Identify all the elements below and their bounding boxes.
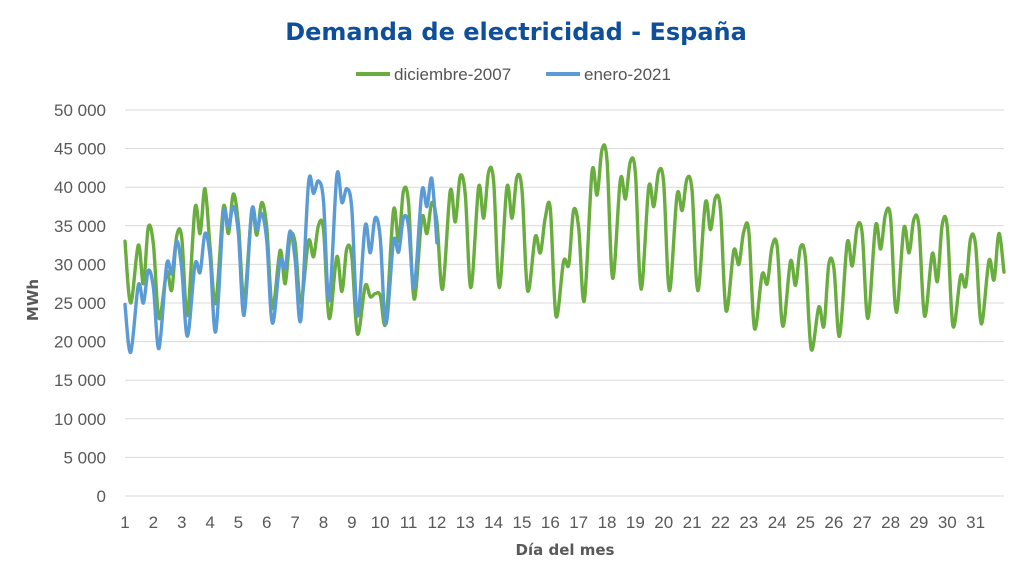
x-tick-label: 22	[711, 513, 730, 532]
x-tick-label: 13	[456, 513, 475, 532]
series-line-diciembre-2007	[123, 143, 1006, 352]
x-tick-label: 25	[796, 513, 815, 532]
x-tick-label: 17	[569, 513, 588, 532]
y-tick-label: 45 000	[54, 140, 106, 159]
y-tick-label: 20 000	[54, 333, 106, 352]
x-tick-label: 14	[484, 513, 503, 532]
x-tick-label: 15	[513, 513, 532, 532]
y-axis-ticks: 0 5 000 10 000 15 000 20 000 25 000 30 000 35 0…	[54, 101, 106, 506]
y-tick-label: 40 000	[54, 178, 106, 197]
series-lines	[123, 143, 1006, 355]
x-tick-label: 26	[824, 513, 843, 532]
x-tick-label: 20	[654, 513, 673, 532]
gridlines	[125, 109, 1004, 497]
y-tick-label: 10 000	[54, 410, 106, 429]
x-tick-label: 7	[290, 513, 299, 532]
x-tick-label: 29	[909, 513, 928, 532]
x-tick-label: 4	[205, 513, 214, 532]
legend: diciembre-2007 enero-2021	[356, 65, 671, 84]
y-tick-label: 15 000	[54, 371, 106, 390]
x-tick-label: 3	[177, 513, 186, 532]
x-tick-label: 28	[881, 513, 900, 532]
legend-label-enero-2021: enero-2021	[584, 65, 671, 84]
y-axis-title: MWh	[24, 279, 42, 321]
y-tick-label: 50 000	[54, 101, 106, 120]
x-tick-label: 23	[739, 513, 758, 532]
y-tick-label: 5 000	[63, 448, 106, 467]
y-tick-label: 25 000	[54, 294, 106, 313]
x-tick-label: 19	[626, 513, 645, 532]
x-tick-label: 21	[683, 513, 702, 532]
y-tick-label: 35 000	[54, 217, 106, 236]
legend-label-diciembre-2007: diciembre-2007	[394, 65, 511, 84]
x-tick-label: 8	[319, 513, 328, 532]
x-tick-label: 30	[938, 513, 957, 532]
chart-title: Demanda de electricidad - España	[285, 18, 747, 46]
x-axis-title: Día del mes	[516, 541, 615, 559]
x-tick-label: 31	[966, 513, 985, 532]
x-tick-label: 24	[768, 513, 787, 532]
y-tick-label: 30 000	[54, 255, 106, 274]
x-axis-ticks: 1 2 3 4 5 6 7 8 9 10 11 12 13 14 15 16 17 18 19 20 21 22 23 24 2…	[120, 513, 985, 532]
x-tick-label: 6	[262, 513, 271, 532]
x-tick-label: 27	[853, 513, 872, 532]
x-tick-label: 9	[347, 513, 356, 532]
x-tick-label: 18	[598, 513, 617, 532]
x-tick-label: 1	[120, 513, 129, 532]
x-tick-label: 2	[149, 513, 158, 532]
x-tick-label: 12	[427, 513, 446, 532]
y-tick-label: 0	[97, 487, 106, 506]
series-line-enero-2021	[123, 170, 439, 355]
x-tick-label: 10	[371, 513, 390, 532]
x-tick-label: 5	[234, 513, 243, 532]
x-tick-label: 11	[400, 513, 418, 532]
x-tick-label: 16	[541, 513, 560, 532]
